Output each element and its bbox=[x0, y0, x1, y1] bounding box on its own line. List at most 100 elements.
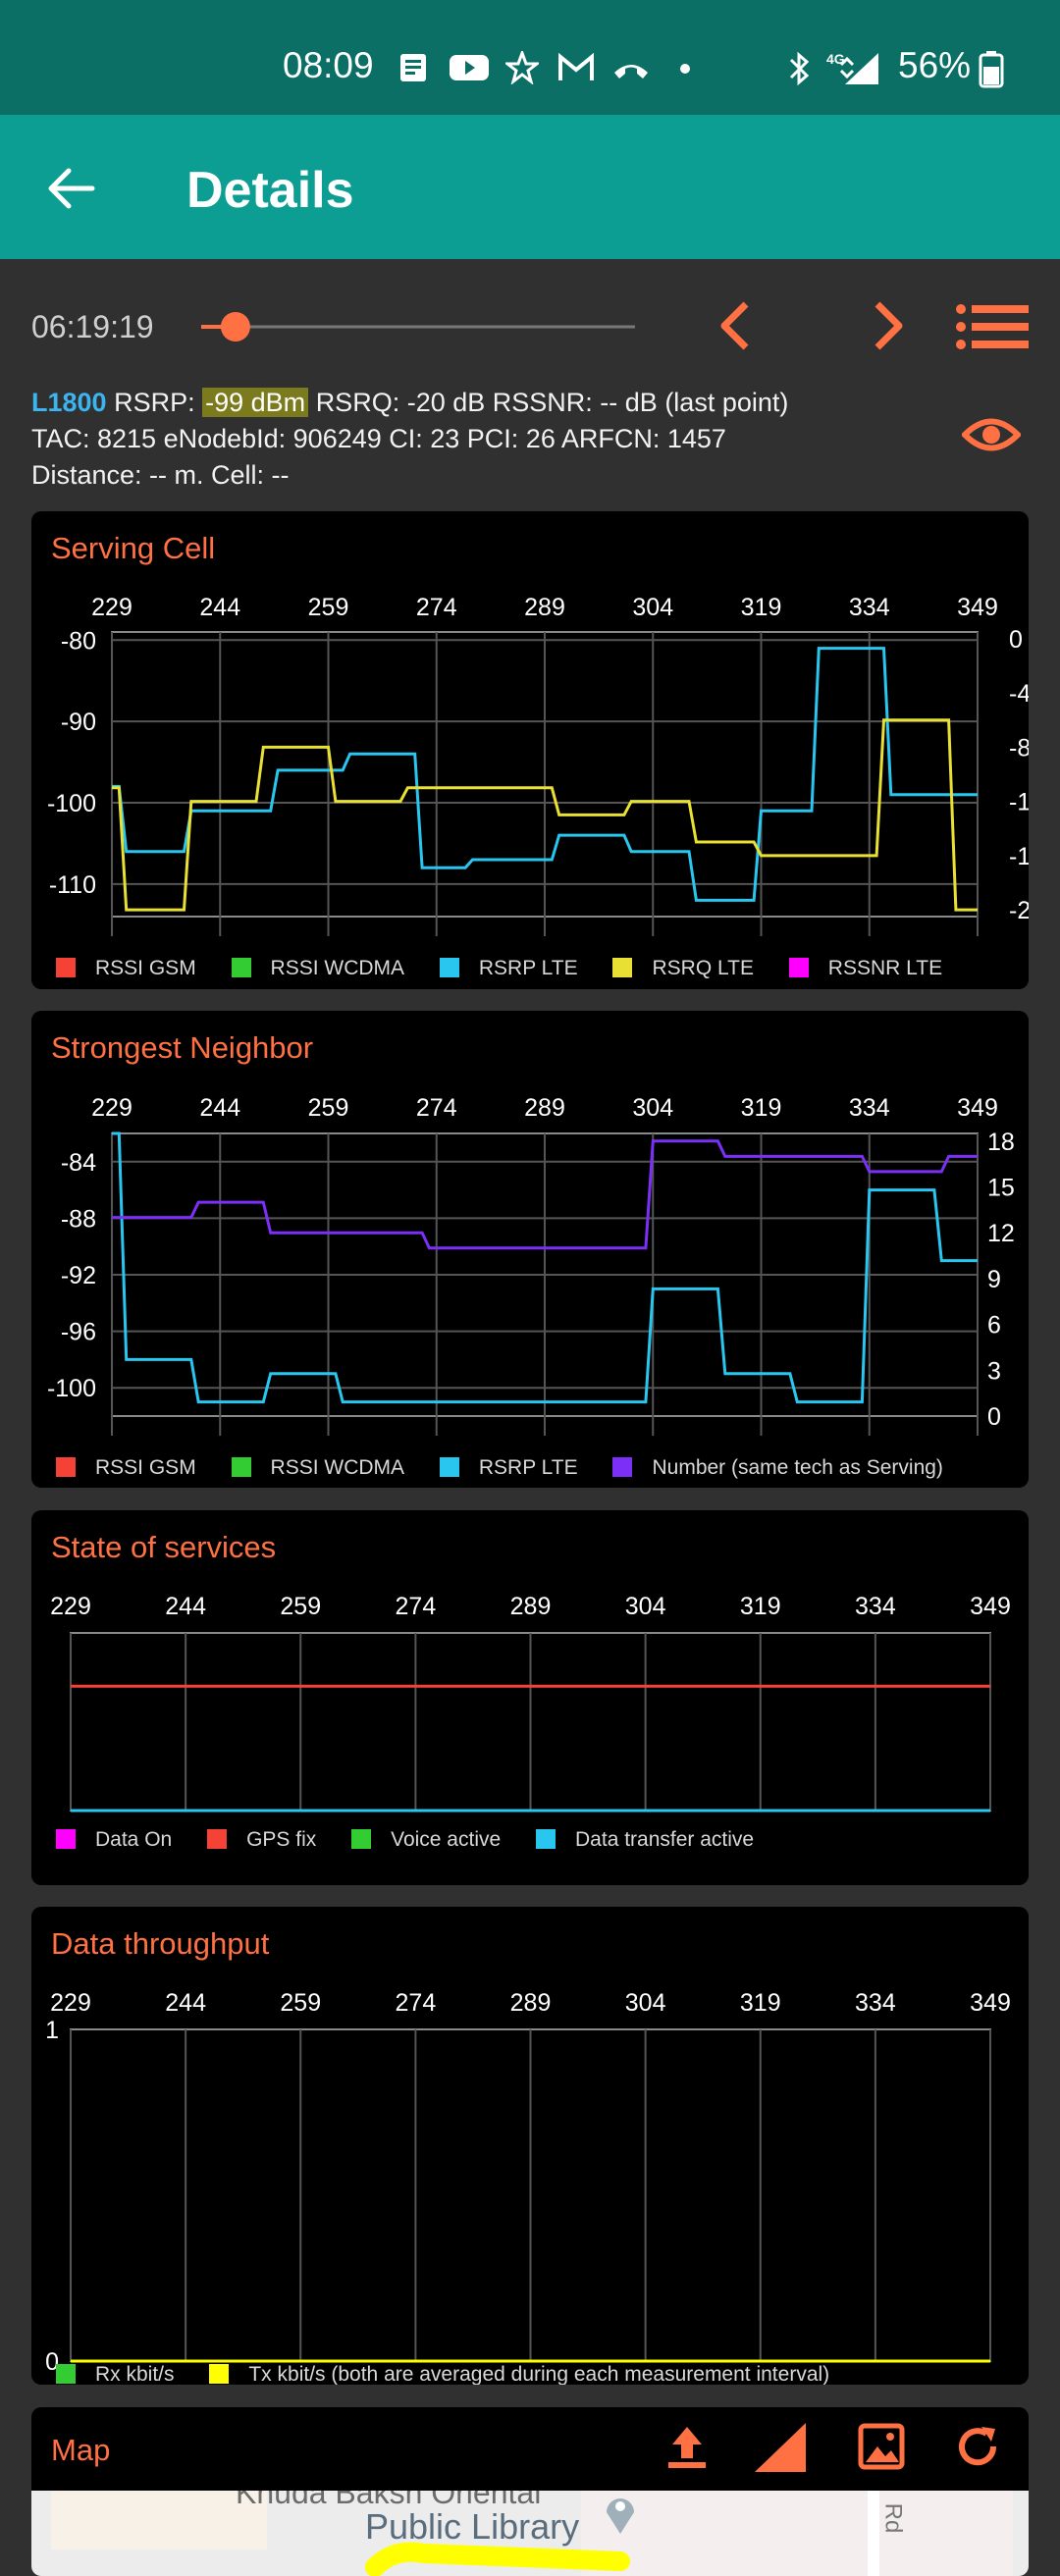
bluetooth-icon bbox=[789, 51, 810, 86]
map-title: Map bbox=[51, 2433, 111, 2467]
chevron-right-icon[interactable] bbox=[870, 300, 909, 351]
x-tick-label: 334 bbox=[849, 594, 890, 621]
strongest-neighbor-title: Strongest Neighbor bbox=[51, 1030, 314, 1065]
y-right-tick-label: 3 bbox=[987, 1357, 1001, 1385]
y-left-tick-label: 0 bbox=[45, 2348, 59, 2376]
map-label-road: Rd bbox=[879, 2502, 907, 2534]
series-line-rsrq-lte bbox=[112, 718, 978, 912]
data-throughput-title: Data throughput bbox=[51, 1926, 270, 1961]
legend-swatch-rsrp-lte bbox=[439, 958, 459, 977]
x-tick-label: 259 bbox=[280, 1989, 321, 2017]
legend-swatch-rsrq-lte bbox=[612, 958, 633, 977]
map-track bbox=[365, 2542, 630, 2576]
page-title: Details bbox=[186, 162, 354, 219]
y-right-tick-label: -16 bbox=[1009, 843, 1029, 870]
y-right-tick-label: 6 bbox=[987, 1312, 1001, 1340]
tech-label: L1800 bbox=[31, 388, 107, 417]
timeline-slider[interactable] bbox=[201, 308, 635, 347]
x-tick-label: 334 bbox=[855, 1593, 896, 1620]
image-icon[interactable] bbox=[858, 2423, 905, 2470]
app-bar: Details bbox=[0, 115, 1060, 259]
x-tick-label: 259 bbox=[280, 1593, 321, 1620]
signal-triangle-icon[interactable] bbox=[753, 2421, 808, 2474]
x-tick-label: 349 bbox=[957, 1094, 998, 1122]
data-throughput-card: Data throughput 229 244 259 274 289 304 319 334… bbox=[31, 1907, 1029, 2385]
upload-icon[interactable] bbox=[664, 2423, 710, 2472]
legend-swatch-number bbox=[612, 1457, 633, 1477]
x-tick-label: 274 bbox=[396, 1989, 437, 2017]
x-tick-label: 319 bbox=[740, 1989, 781, 2017]
y-left-tick-label: -100 bbox=[47, 1375, 96, 1402]
x-tick-label: 304 bbox=[625, 1989, 666, 2017]
arrow-back-icon[interactable] bbox=[43, 164, 102, 213]
y-left-tick-label: -96 bbox=[61, 1319, 96, 1346]
info-line-1: L1800 RSRP: -99 dBm RSRQ: -20 dB RSSNR: … bbox=[31, 385, 788, 421]
y-left-tick-label: -90 bbox=[61, 709, 96, 736]
gmail-icon bbox=[558, 52, 594, 80]
x-tick-label: 304 bbox=[632, 1094, 673, 1122]
x-tick-label: 334 bbox=[849, 1094, 890, 1122]
chevron-left-icon[interactable] bbox=[715, 300, 754, 351]
legend-rssnr-lte: RSSNR LTE bbox=[827, 957, 943, 979]
timeline-time: 06:19:19 bbox=[31, 309, 154, 344]
legend-swatch-rssnr-lte bbox=[788, 958, 809, 977]
map-view[interactable]: Khuda Baksh Oriental Public Library Rd bbox=[31, 2491, 1029, 2576]
legend-voice-active: Voice active bbox=[391, 1828, 502, 1851]
data-throughput-chart: 229 244 259 274 289 304 319 334 349 1 0 bbox=[45, 1989, 1011, 2376]
x-tick-label: 349 bbox=[970, 1593, 1011, 1620]
legend-data-transfer: Data transfer active bbox=[575, 1828, 755, 1851]
map-label-library: Khuda Baksh Oriental bbox=[236, 2491, 542, 2510]
info-line-2: TAC: 8215 eNodebId: 906249 CI: 23 PCI: 2… bbox=[31, 424, 726, 453]
serving-cell-chart: 229 244 259 274 289 304 319 334 349-80-90-100-11… bbox=[47, 594, 1029, 936]
signal-icon bbox=[839, 53, 878, 84]
battery-icon bbox=[979, 51, 1004, 88]
serving-cell-title: Serving Cell bbox=[51, 531, 216, 565]
legend-data-on: Data On bbox=[95, 1828, 173, 1851]
legend-swatch-voice-active bbox=[351, 1829, 372, 1849]
star-icon bbox=[505, 51, 539, 84]
rsrp-value: -99 dBm bbox=[202, 388, 309, 417]
series-line-rsrp-lte bbox=[112, 647, 978, 902]
state-of-services-title: State of services bbox=[51, 1530, 277, 1564]
y-left-tick-label: -110 bbox=[49, 871, 96, 899]
map-label-library-2: Public Library bbox=[365, 2506, 580, 2547]
legend-swatch-rssi-wcdma bbox=[231, 1457, 251, 1477]
legend-rssi-gsm: RSSI GSM bbox=[95, 957, 196, 979]
x-tick-label: 229 bbox=[50, 1593, 91, 1620]
y-right-tick-label: 0 bbox=[1009, 626, 1023, 654]
y-right-tick-label: -8 bbox=[1009, 734, 1029, 762]
x-tick-label: 244 bbox=[199, 1094, 240, 1122]
legend-swatch-rssi-wcdma bbox=[231, 958, 251, 977]
state-of-services-card: State of services 229 244 259 274 289 304 319 3… bbox=[31, 1510, 1029, 1885]
rsrp-label: RSRP: bbox=[114, 388, 195, 417]
x-tick-label: 244 bbox=[199, 594, 240, 621]
legend-swatch-rsrp-lte bbox=[439, 1457, 459, 1477]
refresh-icon[interactable] bbox=[954, 2423, 1001, 2470]
series-line-number-same-tech-as-serving bbox=[112, 1139, 978, 1250]
eye-icon[interactable] bbox=[962, 410, 1021, 459]
x-tick-label: 274 bbox=[416, 1094, 457, 1122]
youtube-icon bbox=[450, 55, 489, 80]
x-tick-label: 334 bbox=[855, 1989, 896, 2017]
x-tick-label: 349 bbox=[957, 594, 998, 621]
serving-cell-legend: RSSI GSM RSSI WCDMA RSRP LTE RSRQ LTE RS… bbox=[56, 957, 972, 980]
x-tick-label: 229 bbox=[91, 594, 132, 621]
x-tick-label: 244 bbox=[165, 1593, 206, 1620]
list-icon[interactable] bbox=[956, 304, 1029, 349]
state-of-services-chart: 229 244 259 274 289 304 319 334 349 bbox=[50, 1593, 1011, 1813]
legend-gps-fix: GPS fix bbox=[246, 1828, 317, 1851]
legend-swatch-rx bbox=[56, 2364, 76, 2384]
x-tick-label: 229 bbox=[91, 1094, 132, 1122]
map-card: Map Khuda Baksh Oriental Public Library … bbox=[31, 2407, 1029, 2576]
data-throughput-legend: Rx kbit/s Tx kbit/s (both are averaged d… bbox=[56, 2363, 859, 2385]
slider-thumb[interactable] bbox=[220, 312, 250, 342]
x-tick-label: 304 bbox=[632, 594, 673, 621]
legend-number: Number (same tech as Serving) bbox=[652, 1456, 943, 1479]
x-tick-label: 289 bbox=[524, 1094, 565, 1122]
dot-icon bbox=[680, 64, 690, 74]
legend-rssi-wcdma: RSSI WCDMA bbox=[270, 1456, 405, 1479]
legend-swatch-rssi-gsm bbox=[56, 958, 76, 977]
y-right-tick-label: -4 bbox=[1009, 680, 1029, 708]
legend-rx: Rx kbit/s bbox=[95, 2363, 175, 2385]
status-bar: 08:09 4G 56% bbox=[0, 0, 1060, 115]
